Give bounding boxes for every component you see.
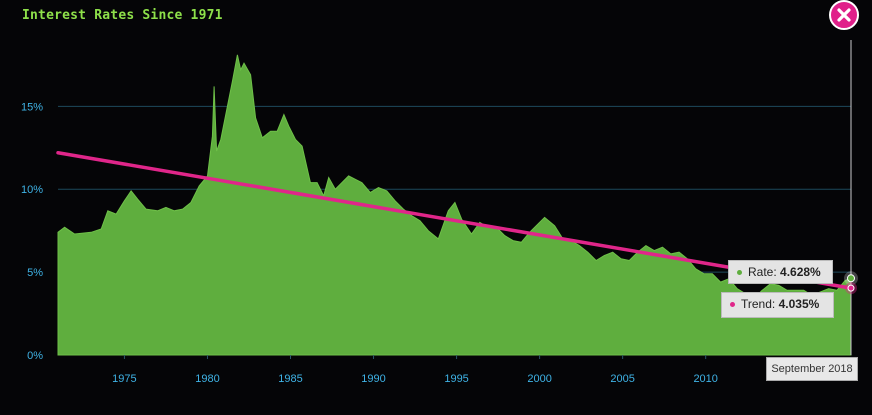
rate-marker xyxy=(847,274,855,283)
rate-tooltip-label: Rate: xyxy=(748,265,777,279)
x-tick-label: 2010 xyxy=(693,373,717,385)
x-tick-label: 1995 xyxy=(444,373,468,385)
y-tick-label: 5% xyxy=(27,267,43,279)
date-tooltip: September 2018 xyxy=(766,357,858,381)
x-tick-label: 2000 xyxy=(527,373,551,385)
y-tick-label: 0% xyxy=(27,350,43,362)
trend-dot-icon xyxy=(730,302,735,308)
trend-marker xyxy=(847,284,855,292)
trend-tooltip-label: Trend: xyxy=(741,297,776,311)
x-tick-label: 1990 xyxy=(361,373,385,385)
rate-dot-icon xyxy=(737,270,742,276)
rate-tooltip: Rate: 4.628% xyxy=(728,260,833,284)
rate-tooltip-value: 4.628% xyxy=(780,265,821,279)
y-tick-label: 10% xyxy=(21,184,43,196)
x-tick-label: 2005 xyxy=(610,373,634,385)
x-tick-label: 1985 xyxy=(278,373,302,385)
trend-line-layer xyxy=(56,150,853,290)
y-tick-label: 15% xyxy=(21,101,43,113)
trend-line xyxy=(56,150,853,290)
x-tick-label: 1980 xyxy=(195,373,219,385)
close-button[interactable] xyxy=(829,0,859,30)
cursor-layer xyxy=(844,40,858,355)
trend-tooltip: Trend: 4.035% xyxy=(721,292,834,318)
chart-title: Interest Rates Since 1971 xyxy=(22,8,223,23)
trend-tooltip-value: 4.035% xyxy=(778,297,820,311)
close-icon xyxy=(837,8,851,22)
axis-layer: 0% 5% 10% 15% 1975 1980 1985 1990 1995 2000 2005 20… xyxy=(21,101,718,385)
x-tick-label: 1975 xyxy=(112,373,136,385)
